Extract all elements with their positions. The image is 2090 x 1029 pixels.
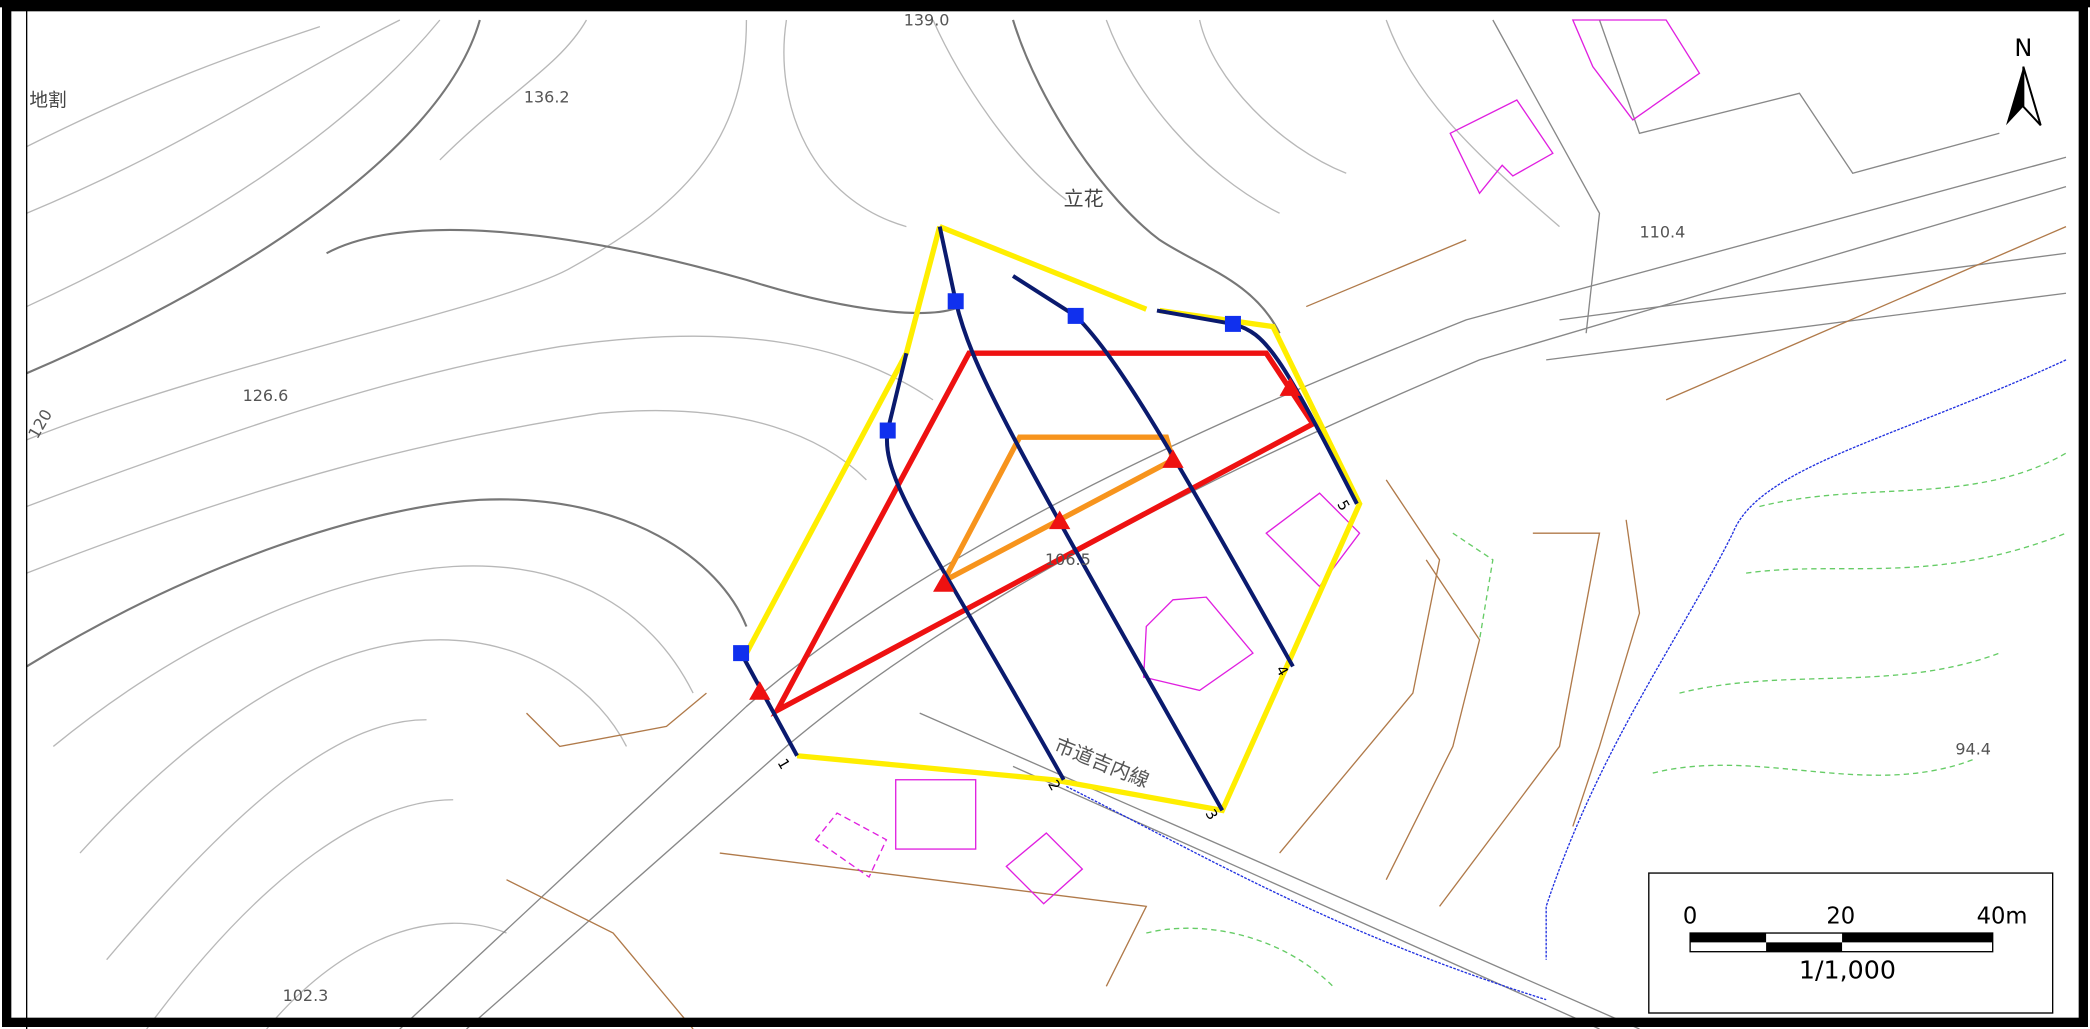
elevation-label: 126.6 [243,386,289,405]
scale-tick: 0 [1683,904,1697,930]
scale-tick: 20 [1826,904,1855,930]
elevation-label: 136.2 [524,88,570,107]
map: 地割 立花 139.0 136.2 126.6 120 110.4 106.5 … [0,0,2090,1029]
place-label: 立花 [1064,186,1104,210]
elevation-label: 94.4 [1955,739,1991,758]
elevation-label: 106.5 [1045,550,1091,569]
scale-ratio: 1/1,000 [1799,954,1896,984]
scale-bar: 0 20 40m 1/1,000 [1649,873,2053,1013]
scale-tick: 40m [1977,904,2028,930]
place-label: 地割 [29,91,66,112]
page: 地割 立花 139.0 136.2 126.6 120 110.4 106.5 … [0,0,2090,1029]
north-label: N [2014,34,2032,62]
elevation-label: 102.3 [283,986,329,1005]
elevation-label: 139.0 [904,10,950,29]
elevation-label: 110.4 [1639,222,1685,241]
